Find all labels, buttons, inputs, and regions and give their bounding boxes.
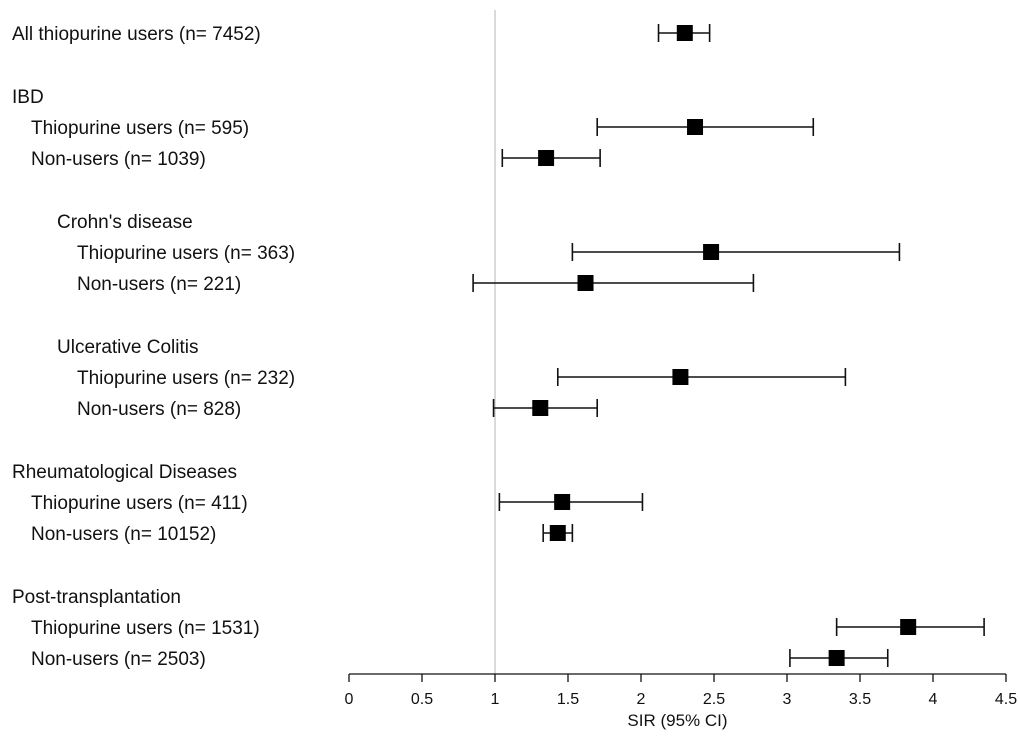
point-estimate-marker <box>672 369 689 385</box>
confidence-intervals <box>472 24 985 667</box>
ci-row <box>596 118 815 136</box>
x-tick-label: 3 <box>783 691 792 708</box>
x-tick-label: 4 <box>929 691 938 708</box>
point-estimate-marker <box>577 275 594 291</box>
x-tick-label: 0.5 <box>411 691 433 708</box>
ci-row <box>492 399 599 417</box>
ci-row <box>542 524 574 542</box>
group-heading: IBD <box>12 87 44 108</box>
ci-row <box>789 649 889 667</box>
ci-row <box>472 274 755 292</box>
row-label: Thiopurine users (n= 595) <box>31 118 249 139</box>
group-heading: Ulcerative Colitis <box>57 337 198 358</box>
x-tick-label: 2.5 <box>703 691 725 708</box>
ci-row <box>501 149 601 167</box>
x-tick-label: 3.5 <box>849 691 871 708</box>
group-heading: Rheumatological Diseases <box>12 462 237 483</box>
group-heading: Crohn's disease <box>57 212 193 233</box>
row-label: All thiopurine users (n= 7452) <box>12 24 261 45</box>
x-tick-label: 1.5 <box>557 691 579 708</box>
point-estimate-marker <box>703 244 720 260</box>
ci-row <box>571 243 901 261</box>
x-tick-label: 4.5 <box>995 691 1017 708</box>
x-tick-label: 0 <box>345 691 354 708</box>
row-label: Non-users (n= 10152) <box>31 524 216 545</box>
point-estimate-marker <box>900 619 917 635</box>
ci-row <box>498 493 644 511</box>
row-label: Non-users (n= 221) <box>77 274 241 295</box>
row-label: Thiopurine users (n= 363) <box>77 243 295 264</box>
row-label: Non-users (n= 828) <box>77 399 241 420</box>
row-label: Non-users (n= 1039) <box>31 149 206 170</box>
ci-row <box>657 24 711 42</box>
x-tick-label: 1 <box>491 691 500 708</box>
ci-row <box>556 368 847 386</box>
x-axis: SIR (95% CI) 0 0.5 1 1.5 2 2.5 3 3.5 4 4.5 <box>345 673 1017 730</box>
point-estimate-marker <box>538 150 555 166</box>
ci-row <box>835 618 985 636</box>
group-heading: Post-transplantation <box>12 587 181 608</box>
point-estimate-marker <box>554 494 571 510</box>
row-label: Thiopurine users (n= 232) <box>77 368 295 389</box>
row-labels: All thiopurine users (n= 7452) IBD Thiopur… <box>12 24 295 670</box>
x-tick-label: 2 <box>637 691 646 708</box>
x-axis-title: SIR (95% CI) <box>627 711 727 730</box>
point-estimate-marker <box>676 25 693 41</box>
point-estimate-marker <box>687 119 704 135</box>
row-label: Thiopurine users (n= 1531) <box>31 618 260 639</box>
row-label: Thiopurine users (n= 411) <box>31 493 248 514</box>
point-estimate-marker <box>828 650 845 666</box>
row-label: Non-users (n= 2503) <box>31 649 206 670</box>
point-estimate-marker <box>549 525 566 541</box>
point-estimate-marker <box>532 400 549 416</box>
